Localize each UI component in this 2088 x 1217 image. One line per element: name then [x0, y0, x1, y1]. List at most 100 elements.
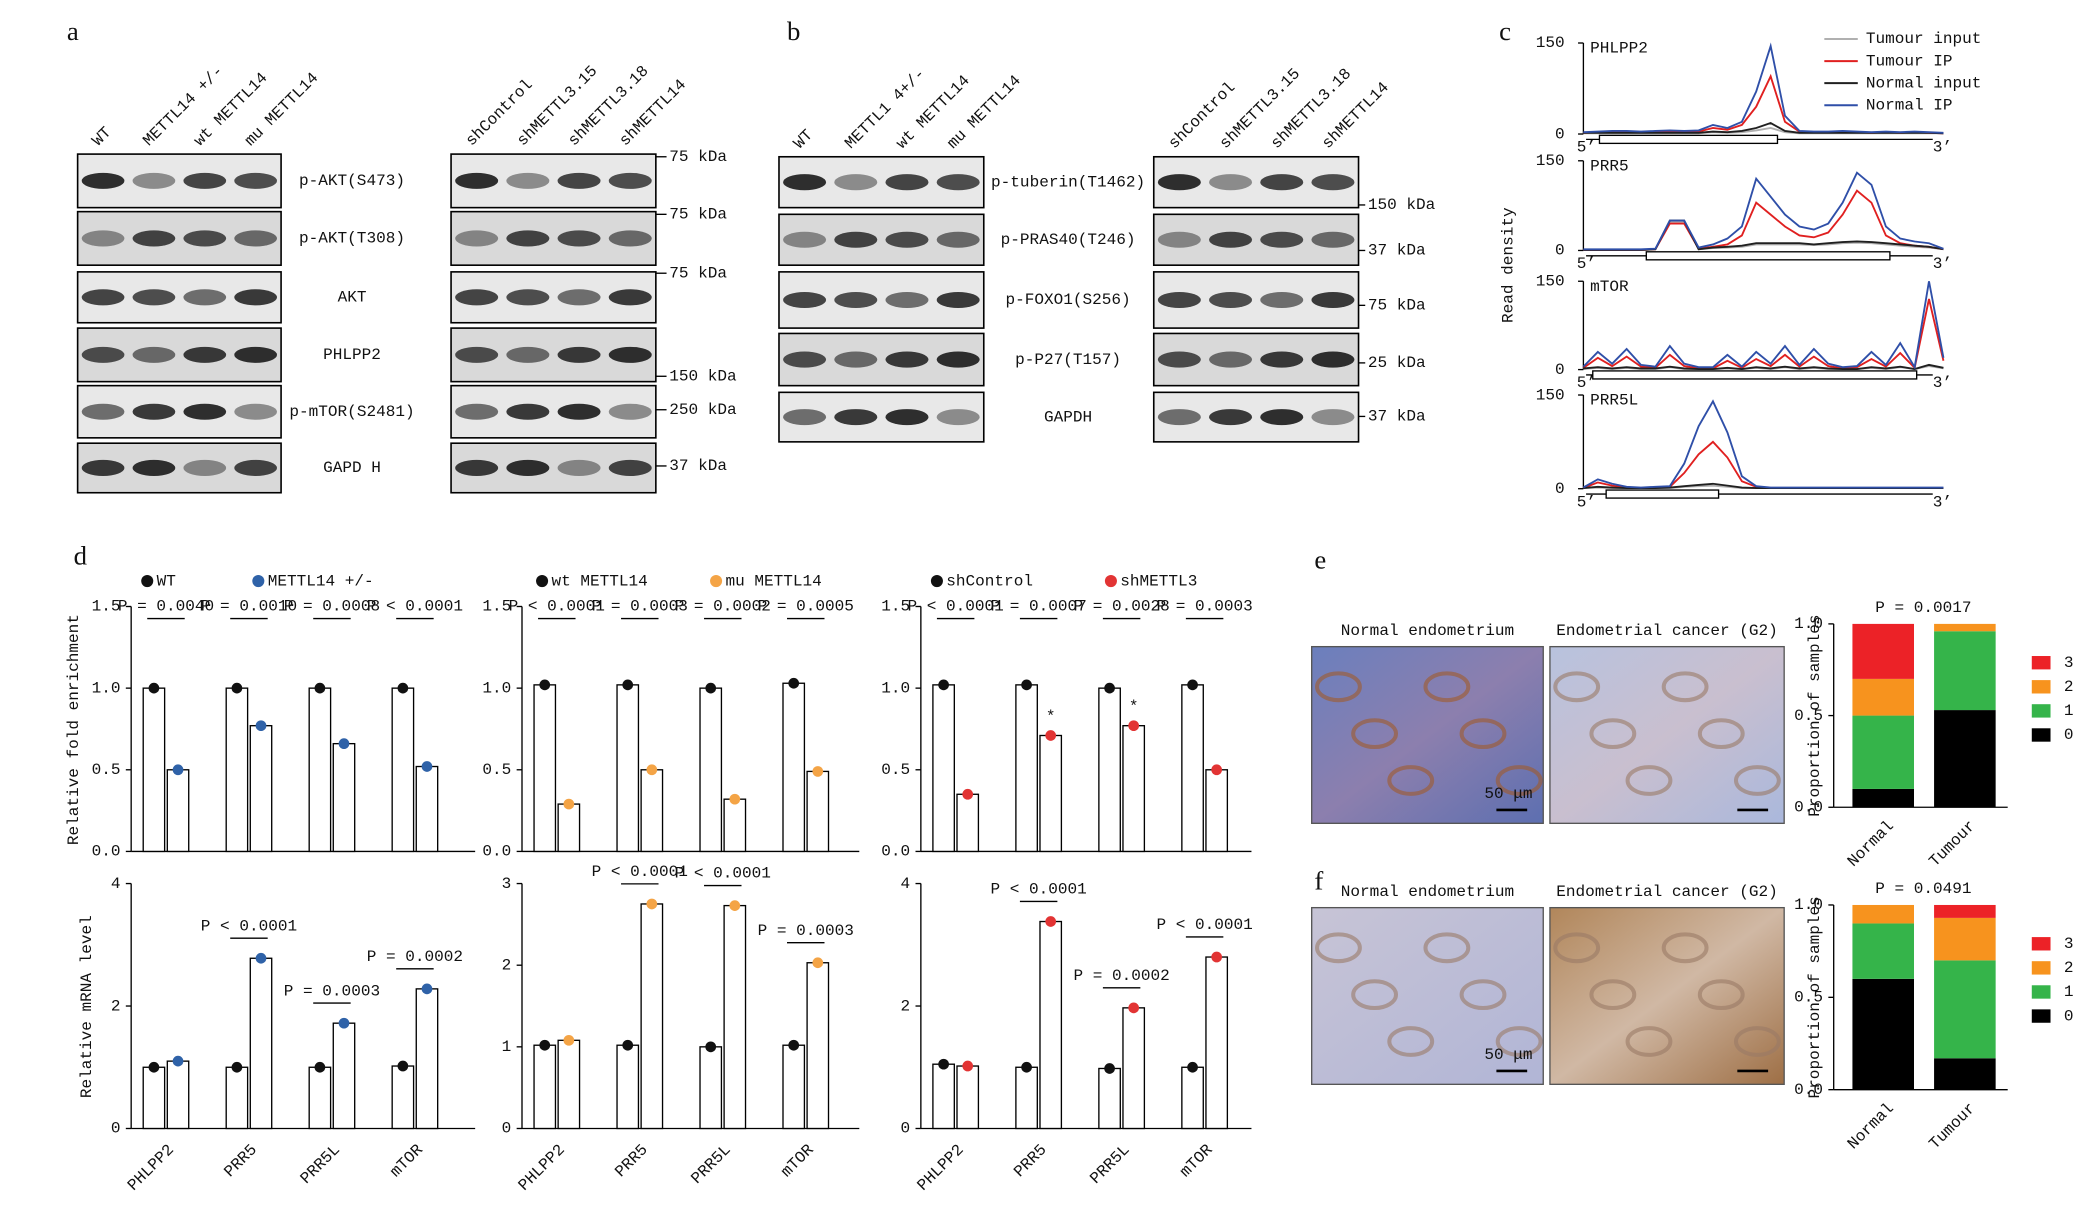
x-tick-label: Normal — [1844, 1100, 1898, 1154]
y-axis-label: Relative mRNA level — [78, 915, 96, 1098]
bar-dot — [1211, 951, 1223, 963]
legend-label: 1 — [2064, 702, 2074, 720]
bar — [1205, 956, 1229, 1130]
coverage-line — [1583, 440, 1944, 489]
bar — [332, 742, 356, 853]
bar-dot — [539, 1039, 551, 1051]
blot-row-label: p-FOXO1(S256) — [1005, 291, 1130, 309]
track-title: PRR5 — [1590, 157, 1629, 175]
blot-band — [557, 403, 601, 420]
blot-row-label: p-mTOR(S2481) — [289, 403, 414, 421]
p-value: P < 0.0001 — [1156, 916, 1252, 934]
legend-label: wt METTL14 — [551, 572, 647, 590]
tissue-structure — [1387, 1026, 1435, 1057]
bar-dot — [646, 764, 658, 776]
bar-dot — [148, 682, 160, 694]
p-value: P < 0.0001 — [908, 598, 1004, 616]
blot-band — [81, 172, 125, 189]
kda-marker: 150 kDa — [669, 368, 737, 386]
y-tick-label: 0.0 — [1794, 1081, 1823, 1099]
coverage-line — [1582, 281, 1945, 370]
blot-band — [183, 459, 227, 476]
x-tick-label: Tumour — [1926, 1100, 1980, 1154]
blot-band — [455, 459, 499, 476]
bar-dot — [729, 793, 741, 805]
legend-label: Normal input — [1866, 74, 1982, 92]
bar-dot — [172, 1055, 184, 1067]
blot-band — [506, 230, 550, 247]
blot-row-label: p-AKT(S473) — [299, 172, 405, 190]
blot-band — [132, 172, 176, 189]
tissue-structure — [1625, 765, 1673, 796]
kda-marker: 75 kDa — [1368, 297, 1426, 315]
legend-dot — [536, 575, 549, 588]
bar — [391, 687, 415, 853]
five-prime: 5’ — [1577, 139, 1596, 157]
tissue-structure — [1697, 718, 1745, 750]
blot-band — [936, 409, 980, 426]
blot-row-label: p-P27(T157) — [1015, 351, 1121, 369]
bar — [616, 1044, 640, 1130]
tissue-structure — [1625, 1026, 1673, 1057]
bar-dot — [314, 682, 326, 694]
blot-band — [608, 346, 652, 363]
significance-mark: * — [1046, 708, 1056, 726]
y-tick-label: 0.5 — [1794, 989, 1823, 1007]
kda-marker: 150 kDa — [1368, 196, 1436, 214]
legend-label: Tumour input — [1866, 30, 1982, 48]
bar-dot — [338, 1017, 350, 1029]
blot-band — [455, 346, 499, 363]
blot-row-label: GAPDH — [1044, 408, 1092, 426]
coverage-line — [1582, 399, 1944, 489]
bar — [782, 1044, 806, 1130]
bar-dot — [812, 766, 824, 777]
legend-label: mu METTL14 — [725, 572, 821, 590]
blot-band — [557, 172, 601, 189]
blot-band — [1311, 409, 1355, 426]
coverage-line — [1582, 298, 1945, 370]
legend-label: 0 — [2064, 1007, 2074, 1025]
legend-label: WT — [157, 572, 177, 590]
kda-marker: 37 kDa — [1368, 408, 1426, 426]
blot-band — [936, 174, 980, 191]
blot-band — [1311, 351, 1355, 368]
p-value: P = 0.0002 — [675, 598, 771, 616]
blot-band — [183, 403, 227, 420]
y-tick-label: 1.0 — [482, 679, 511, 697]
kda-marker: 25 kDa — [1368, 354, 1426, 372]
blot-band — [1157, 291, 1201, 309]
legend-dot — [252, 575, 265, 588]
blot-band — [132, 230, 176, 247]
bar — [557, 803, 581, 853]
blot-band — [1311, 291, 1355, 309]
y-tick-label: 1.0 — [1794, 896, 1823, 914]
y-tick-label: 4 — [901, 875, 911, 893]
stacked-bar — [1934, 623, 1996, 632]
bar-dot — [646, 898, 658, 910]
bar-dot — [938, 1058, 949, 1070]
bar-dot — [1128, 720, 1140, 732]
legend-label: 3 — [2064, 654, 2074, 672]
legend-label: 2 — [2064, 678, 2074, 696]
blot-band — [1209, 409, 1253, 426]
p-value: P = 0.0003 — [758, 922, 854, 940]
blot-band — [885, 174, 929, 191]
tissue-structure — [1697, 979, 1745, 1011]
blot-band — [557, 289, 601, 306]
blot-band — [608, 459, 652, 476]
blot-band — [1157, 231, 1201, 248]
panel-label: a — [67, 16, 79, 46]
gene-exon — [1592, 370, 1918, 380]
blot-band — [455, 289, 499, 306]
y-tick-label: 1 — [502, 1038, 512, 1056]
stacked-bar — [1934, 631, 1996, 711]
lane-label: WT — [89, 123, 116, 150]
scale-bar-label: 50 μm — [1484, 785, 1532, 803]
stacked-bar — [1934, 710, 1996, 808]
blot-band — [1260, 174, 1304, 191]
image-caption: Endometrial cancer (G2) — [1556, 622, 1777, 640]
stacked-bar — [1852, 923, 1914, 979]
stacked-bar — [1934, 960, 1996, 1059]
bar-dot — [1021, 1061, 1032, 1073]
